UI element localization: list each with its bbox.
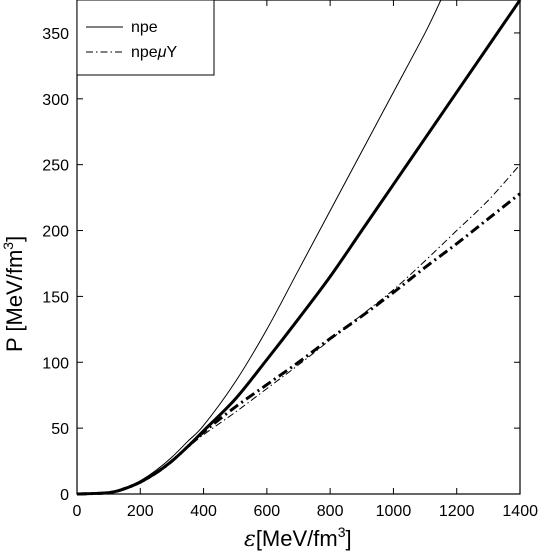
legend: npe npeμY xyxy=(76,0,215,76)
y-tick-label: 300 xyxy=(42,92,69,109)
y-tick-label: 0 xyxy=(60,487,69,504)
plot-area-frame xyxy=(76,0,521,495)
x-tick-label: 1000 xyxy=(376,503,412,520)
x-tick-label: 0 xyxy=(73,503,82,520)
legend-label-npe: npe xyxy=(131,19,158,36)
tick-layer: 0 200 400 600 800 1000 1200 1400 0 50 100 150 200 250… xyxy=(42,0,538,520)
legend-label-npemuy: npeμY xyxy=(131,44,177,61)
x-tick-label: 400 xyxy=(190,503,217,520)
y-axis-title: P [MeV/fm3] xyxy=(0,236,27,352)
x-tick-label: 600 xyxy=(254,503,281,520)
x-tick-label: 200 xyxy=(127,503,154,520)
x-tick-label: 1400 xyxy=(502,503,538,520)
series-line-npemuy-thin xyxy=(76,164,521,495)
x-axis-title: ε[MeV/fm3] xyxy=(244,524,352,552)
x-tick-label: 800 xyxy=(317,503,344,520)
y-tick-label: 200 xyxy=(42,224,69,241)
series-line-npemuy-thick xyxy=(76,192,521,496)
y-tick-label: 150 xyxy=(42,289,69,306)
series-layer xyxy=(76,0,522,496)
y-tick-label: 350 xyxy=(42,26,69,43)
y-tick-label: 100 xyxy=(42,355,69,372)
y-tick-label: 250 xyxy=(42,158,69,175)
legend-box xyxy=(76,0,215,76)
y-tick-label: 50 xyxy=(51,421,69,438)
x-tick-label: 1200 xyxy=(439,503,475,520)
